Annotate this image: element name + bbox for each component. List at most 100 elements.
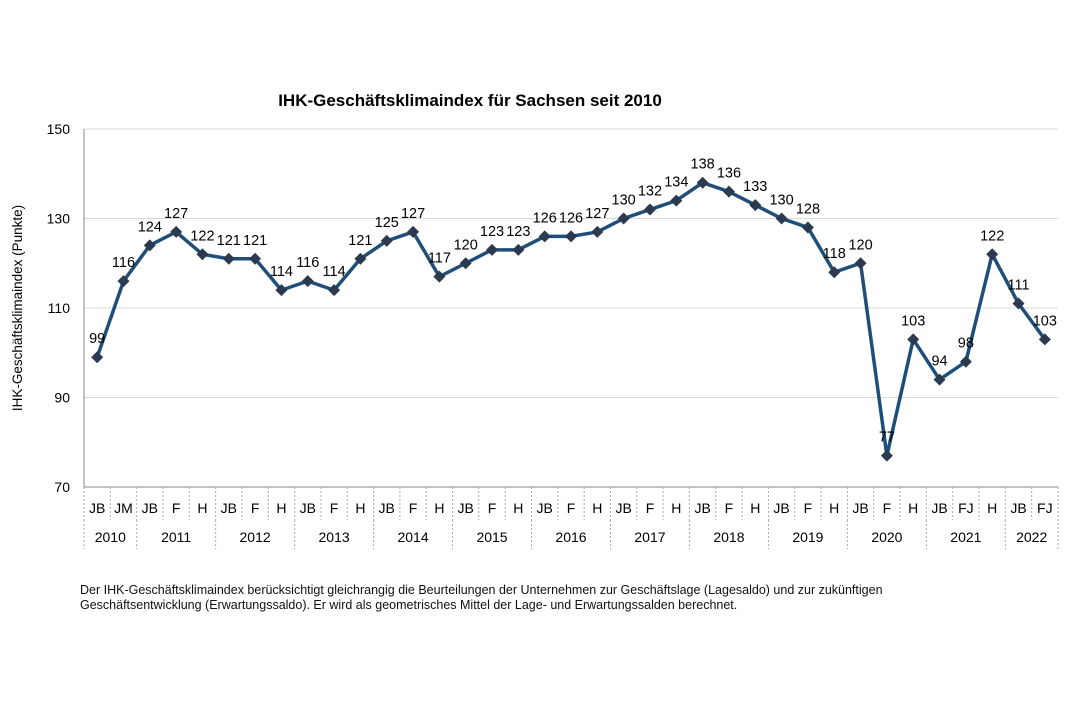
year-label: 2015 [476, 529, 507, 545]
x-tick-label: JB [773, 500, 789, 516]
data-point [380, 234, 393, 247]
year-label: 2017 [634, 529, 665, 545]
year-label: 2014 [397, 529, 428, 545]
data-point [117, 275, 130, 288]
data-label: 122 [190, 228, 214, 244]
data-label: 120 [454, 237, 478, 253]
data-point [907, 333, 920, 346]
x-tick-label: F [251, 500, 260, 516]
data-point [696, 176, 709, 189]
y-axis-label: IHK-Geschäftsklimaindex (Punkte) [10, 205, 25, 411]
data-point [222, 252, 235, 265]
year-label: 2019 [792, 529, 823, 545]
year-label: 2022 [1016, 529, 1047, 545]
data-point [91, 351, 104, 364]
year-label: 2018 [713, 529, 744, 545]
x-tick-label: H [750, 500, 760, 516]
data-point [643, 203, 656, 216]
x-tick-label: F [488, 500, 497, 516]
data-label: 130 [769, 193, 793, 209]
data-point [933, 373, 946, 386]
data-label: 117 [428, 251, 451, 267]
data-point [1038, 333, 1051, 346]
x-tick-label: F [804, 500, 813, 516]
x-tick-label: JB [142, 500, 158, 516]
data-point [301, 275, 314, 288]
x-tick-label: H [276, 500, 286, 516]
data-label: 134 [664, 175, 688, 191]
data-point [538, 230, 551, 243]
data-point [565, 230, 577, 243]
footnote: Der IHK-Geschäftsklimaindex berücksichti… [80, 583, 1040, 613]
data-label: 120 [848, 237, 872, 253]
data-label: 124 [138, 219, 162, 235]
footnote-line-1: Der IHK-Geschäftsklimaindex berücksichti… [80, 583, 883, 597]
data-point [275, 284, 288, 297]
data-point [880, 449, 893, 462]
x-tick-label: H [355, 500, 365, 516]
x-tick-label: JB [379, 500, 395, 516]
x-tick-label: H [197, 500, 207, 516]
data-label: 126 [533, 210, 557, 226]
x-tick-label: FJ [1037, 500, 1053, 516]
x-tick-label: F [330, 500, 339, 516]
data-point [670, 194, 683, 207]
year-label: 2016 [555, 529, 586, 545]
data-point [749, 199, 762, 212]
x-tick-label: JB [1010, 500, 1026, 516]
chart-title: IHK-Geschäftsklimaindex für Sachsen seit… [278, 91, 662, 110]
year-label: 2010 [95, 529, 126, 545]
data-label: 138 [691, 157, 715, 173]
data-point [407, 225, 420, 238]
data-point [854, 257, 867, 270]
x-tick-label: JB [537, 500, 553, 516]
data-point [486, 243, 499, 256]
data-label: 103 [901, 313, 925, 329]
x-tick-label: H [434, 500, 444, 516]
data-label: 118 [823, 246, 846, 262]
y-tick-label: 110 [48, 300, 71, 316]
data-label: 121 [217, 233, 241, 249]
data-label: 130 [612, 193, 636, 209]
x-tick-label: JB [300, 500, 316, 516]
data-point [775, 212, 788, 225]
data-point [354, 252, 367, 265]
x-tick-label: H [592, 500, 602, 516]
data-label: 98 [958, 336, 974, 352]
data-point [959, 355, 972, 368]
x-tick-label: H [513, 500, 523, 516]
data-point [722, 185, 735, 198]
x-tick-label: H [987, 500, 997, 516]
x-tick-label: F [646, 500, 655, 516]
data-point [196, 248, 209, 261]
data-point [986, 248, 999, 261]
data-point [433, 270, 446, 283]
x-tick-label: F [883, 500, 892, 516]
data-label: 121 [348, 233, 372, 249]
line-chart: IHK-Geschäftsklimaindex für Sachsen seit… [10, 91, 1059, 549]
data-point [249, 252, 262, 265]
x-tick-label: FJ [958, 500, 974, 516]
data-label: 114 [270, 264, 293, 280]
x-tick-label: F [567, 500, 576, 516]
data-label: 111 [1007, 278, 1029, 294]
year-label: 2020 [871, 529, 902, 545]
y-tick-label: 70 [54, 479, 70, 495]
x-tick-label: JB [89, 500, 105, 516]
data-point [143, 239, 156, 252]
data-label: 132 [638, 184, 662, 200]
data-label: 133 [743, 179, 767, 195]
year-label: 2011 [161, 529, 191, 545]
data-label: 127 [164, 206, 188, 222]
data-label: 103 [1033, 313, 1057, 329]
data-point [170, 225, 183, 238]
x-tick-label: F [725, 500, 734, 516]
footnote-line-2: Geschäftsentwicklung (Erwartungssaldo). … [80, 598, 738, 612]
x-tick-label: F [172, 500, 181, 516]
x-tick-label: JB [852, 500, 868, 516]
data-label: 116 [296, 255, 319, 271]
data-label: 114 [323, 264, 346, 280]
y-tick-label: 90 [54, 390, 70, 406]
data-point [1012, 297, 1025, 310]
data-point [591, 225, 604, 238]
